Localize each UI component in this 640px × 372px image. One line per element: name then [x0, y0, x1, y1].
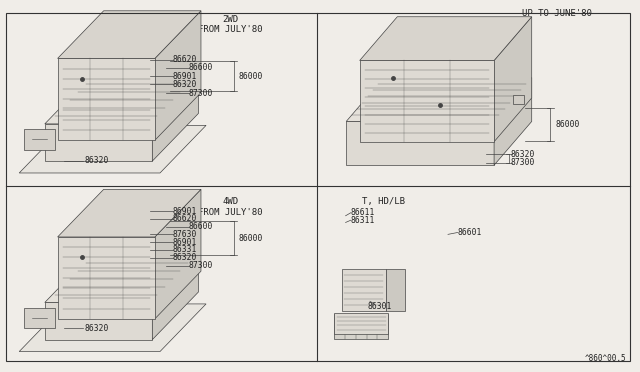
- Text: 86000: 86000: [239, 234, 263, 243]
- Polygon shape: [24, 308, 55, 328]
- Text: 86620: 86620: [173, 214, 197, 223]
- Text: 87300: 87300: [189, 261, 213, 270]
- Polygon shape: [24, 129, 55, 150]
- Text: 87630: 87630: [173, 230, 197, 239]
- Polygon shape: [360, 61, 494, 142]
- Polygon shape: [19, 125, 206, 173]
- Text: 86000: 86000: [239, 72, 263, 81]
- Polygon shape: [58, 11, 201, 58]
- Text: 86901: 86901: [173, 238, 197, 247]
- Polygon shape: [45, 124, 152, 161]
- Polygon shape: [494, 17, 532, 142]
- Polygon shape: [494, 78, 532, 165]
- Text: UP TO JUNE'80: UP TO JUNE'80: [522, 9, 592, 18]
- Text: 86600: 86600: [189, 63, 213, 72]
- Text: 87300: 87300: [189, 89, 213, 97]
- Text: 86320: 86320: [84, 324, 109, 333]
- Polygon shape: [58, 58, 155, 140]
- Polygon shape: [152, 76, 198, 161]
- Polygon shape: [45, 76, 198, 124]
- Text: 86901: 86901: [173, 207, 197, 216]
- Text: 86320: 86320: [510, 150, 534, 159]
- Polygon shape: [346, 78, 532, 121]
- Text: 86000: 86000: [556, 120, 580, 129]
- Text: 86611: 86611: [351, 208, 375, 217]
- Text: 86311: 86311: [351, 216, 375, 225]
- Bar: [342, 269, 385, 311]
- Bar: [335, 314, 388, 339]
- Text: 2WD
FROM JULY'80: 2WD FROM JULY'80: [198, 15, 262, 34]
- Bar: [335, 312, 388, 334]
- Polygon shape: [385, 269, 405, 311]
- Text: 86901: 86901: [173, 72, 197, 81]
- Polygon shape: [45, 255, 198, 302]
- Bar: [513, 95, 524, 104]
- Text: T, HD/LB: T, HD/LB: [362, 197, 404, 206]
- Text: 86301: 86301: [368, 302, 392, 311]
- Polygon shape: [19, 304, 206, 352]
- Polygon shape: [155, 189, 201, 319]
- Text: 86320: 86320: [173, 80, 197, 89]
- Polygon shape: [45, 302, 152, 340]
- Polygon shape: [58, 237, 155, 319]
- Polygon shape: [155, 11, 201, 140]
- Text: ^860^00.5: ^860^00.5: [584, 355, 626, 363]
- Text: 86331: 86331: [173, 246, 197, 254]
- Polygon shape: [346, 121, 494, 165]
- Polygon shape: [58, 189, 201, 237]
- Text: 86320: 86320: [84, 156, 109, 165]
- Text: 86600: 86600: [189, 222, 213, 231]
- Polygon shape: [360, 17, 532, 61]
- Polygon shape: [152, 255, 198, 340]
- Text: 87300: 87300: [510, 158, 534, 167]
- Text: 4WD
FROM JULY'80: 4WD FROM JULY'80: [198, 197, 262, 217]
- Text: 86320: 86320: [173, 253, 197, 262]
- Text: 86620: 86620: [173, 55, 197, 64]
- Text: 86601: 86601: [458, 228, 482, 237]
